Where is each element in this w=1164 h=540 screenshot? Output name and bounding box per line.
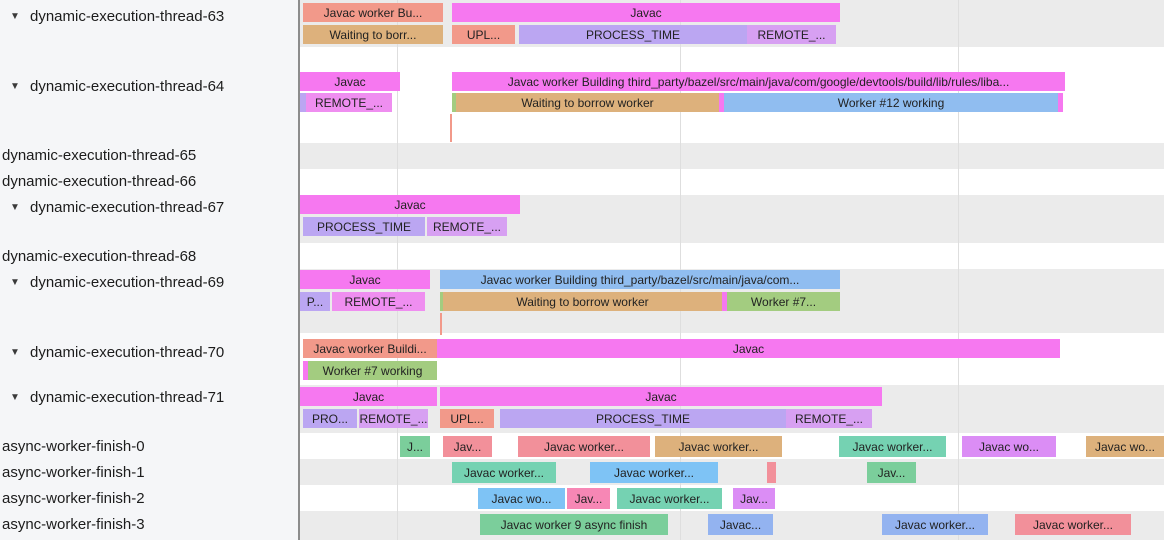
trace-event-bar[interactable]: Worker #12 working [724,93,1058,112]
expander-triangle-icon[interactable]: ▼ [10,391,20,403]
trace-event-bar[interactable]: Waiting to borrow worker [443,292,722,311]
trace-event-bar[interactable]: REMOTE_... [786,409,872,428]
trace-event-sliver[interactable] [1058,93,1063,112]
thread-name: dynamic-execution-thread-63 [30,7,225,25]
expander-triangle-icon[interactable]: ▼ [10,276,20,288]
thread-row-dynamic-execution-thread-68[interactable]: dynamic-execution-thread-68 [0,246,300,266]
trace-event-bar[interactable]: Waiting to borrow worker [456,93,719,112]
trace-event-bar[interactable]: Javac [300,270,430,289]
trace-event-sliver[interactable] [452,93,456,112]
thread-row-dynamic-execution-thread-69[interactable]: ▼ dynamic-execution-thread-69 [0,272,298,292]
trace-event-sliver[interactable] [440,292,443,311]
expander-triangle-icon[interactable]: ▼ [10,201,20,213]
trace-event-bar[interactable]: Javac worker Buildi... [303,339,437,358]
thread-name: dynamic-execution-thread-70 [30,343,225,361]
trace-event-sliver[interactable] [719,93,724,112]
thread-name: async-worker-finish-2 [2,489,145,507]
trace-event-bar[interactable]: J... [400,436,430,457]
thread-row-dynamic-execution-thread-63[interactable]: ▼ dynamic-execution-thread-63 [0,6,298,26]
trace-event-bar[interactable]: Javac [300,72,400,91]
row-background-band [300,459,1164,485]
trace-event-bar[interactable]: Javac [437,339,1060,358]
trace-event-bar[interactable]: Javac worker... [1015,514,1131,535]
thread-name: dynamic-execution-thread-64 [30,77,225,95]
trace-event-bar[interactable]: Jav... [867,462,916,483]
trace-event-bar[interactable]: Javac worker... [452,462,556,483]
trace-event-bar[interactable]: Javac worker Bu... [303,3,443,22]
trace-event-bar[interactable]: Javac wo... [1086,436,1164,457]
trace-event-sliver[interactable] [303,361,308,380]
thread-name: dynamic-execution-thread-71 [30,388,225,406]
trace-event-bar[interactable]: Javac [300,195,520,214]
trace-event-bar[interactable]: REMOTE_... [306,93,392,112]
thread-name: dynamic-execution-thread-69 [30,273,225,291]
row-background-band [300,485,1164,511]
expander-triangle-icon[interactable]: ▼ [10,80,20,92]
trace-event-bar[interactable]: Worker #7... [727,292,840,311]
thread-row-dynamic-execution-thread-66[interactable]: dynamic-execution-thread-66 [0,171,300,191]
trace-event-bar[interactable]: Javac worker... [590,462,718,483]
thread-row-async-worker-finish-1[interactable]: async-worker-finish-1 [0,462,300,482]
thread-name: dynamic-execution-thread-67 [30,198,225,216]
trace-event-bar[interactable]: PRO... [303,409,357,428]
trace-event-bar[interactable]: P... [300,292,330,311]
row-background-band [300,243,1164,269]
trace-event-bar[interactable]: PROCESS_TIME [303,217,425,236]
trace-event-bar[interactable]: UPL... [440,409,494,428]
trace-event-sliver[interactable] [300,93,306,112]
trace-event-bar[interactable]: Javac [452,3,840,22]
trace-event-sliver[interactable] [440,313,442,335]
thread-name: async-worker-finish-0 [2,437,145,455]
trace-event-bar[interactable]: Javac worker Building third_party/bazel/… [452,72,1065,91]
row-background-band [300,143,1164,169]
trace-event-bar[interactable]: Javac... [708,514,773,535]
trace-event-bar[interactable]: REMOTE_... [359,409,428,428]
thread-name: async-worker-finish-1 [2,463,145,481]
trace-event-bar[interactable]: Javac worker... [518,436,650,457]
trace-event-sliver[interactable] [450,114,452,142]
thread-row-async-worker-finish-2[interactable]: async-worker-finish-2 [0,488,300,508]
thread-name: dynamic-execution-thread-65 [2,146,197,164]
thread-name: dynamic-execution-thread-68 [2,247,197,265]
trace-event-bar[interactable]: Javac worker... [882,514,988,535]
thread-name: async-worker-finish-3 [2,515,145,533]
trace-event-bar[interactable]: Javac worker 9 async finish [480,514,668,535]
trace-event-bar[interactable]: Javac worker Building third_party/bazel/… [440,270,840,289]
trace-event-bar[interactable]: Javac worker... [655,436,782,457]
trace-event-bar[interactable]: REMOTE_... [747,25,836,44]
trace-event-sliver[interactable] [767,462,776,483]
trace-event-bar[interactable]: PROCESS_TIME [500,409,786,428]
trace-event-bar[interactable]: REMOTE_... [427,217,507,236]
thread-row-dynamic-execution-thread-67[interactable]: ▼ dynamic-execution-thread-67 [0,197,298,217]
time-gridline [958,0,959,540]
thread-row-dynamic-execution-thread-65[interactable]: dynamic-execution-thread-65 [0,145,300,165]
expander-triangle-icon[interactable]: ▼ [10,346,20,358]
trace-event-bar[interactable]: PROCESS_TIME [519,25,747,44]
trace-event-sliver[interactable] [722,292,727,311]
row-background-band [300,169,1164,195]
expander-triangle-icon[interactable]: ▼ [10,10,20,22]
thread-row-dynamic-execution-thread-71[interactable]: ▼ dynamic-execution-thread-71 [0,387,298,407]
thread-list-panel: ▼ dynamic-execution-thread-63 ▼ dynamic-exe… [0,0,300,540]
trace-event-bar[interactable]: Javac wo... [962,436,1056,457]
thread-row-dynamic-execution-thread-64[interactable]: ▼ dynamic-execution-thread-64 [0,76,298,96]
trace-event-bar[interactable]: UPL... [452,25,515,44]
trace-event-bar[interactable]: Javac wo... [478,488,565,509]
timeline-canvas[interactable]: Javac worker Bu... Javac Waiting to borr..… [300,0,1164,540]
trace-event-bar[interactable]: Javac worker... [839,436,946,457]
thread-row-dynamic-execution-thread-70[interactable]: ▼ dynamic-execution-thread-70 [0,342,298,362]
trace-event-bar[interactable]: Jav... [567,488,610,509]
trace-event-bar[interactable]: Javac worker... [617,488,722,509]
trace-event-bar[interactable]: Waiting to borr... [303,25,443,44]
thread-row-async-worker-finish-3[interactable]: async-worker-finish-3 [0,514,300,534]
trace-event-bar[interactable]: Jav... [443,436,492,457]
trace-event-bar[interactable]: Javac [300,387,437,406]
thread-row-async-worker-finish-0[interactable]: async-worker-finish-0 [0,436,300,456]
thread-name: dynamic-execution-thread-66 [2,172,197,190]
trace-event-bar[interactable]: REMOTE_... [332,292,425,311]
trace-event-bar[interactable]: Jav... [733,488,775,509]
trace-event-bar[interactable]: Worker #7 working [308,361,437,380]
trace-event-bar[interactable]: Javac [440,387,882,406]
